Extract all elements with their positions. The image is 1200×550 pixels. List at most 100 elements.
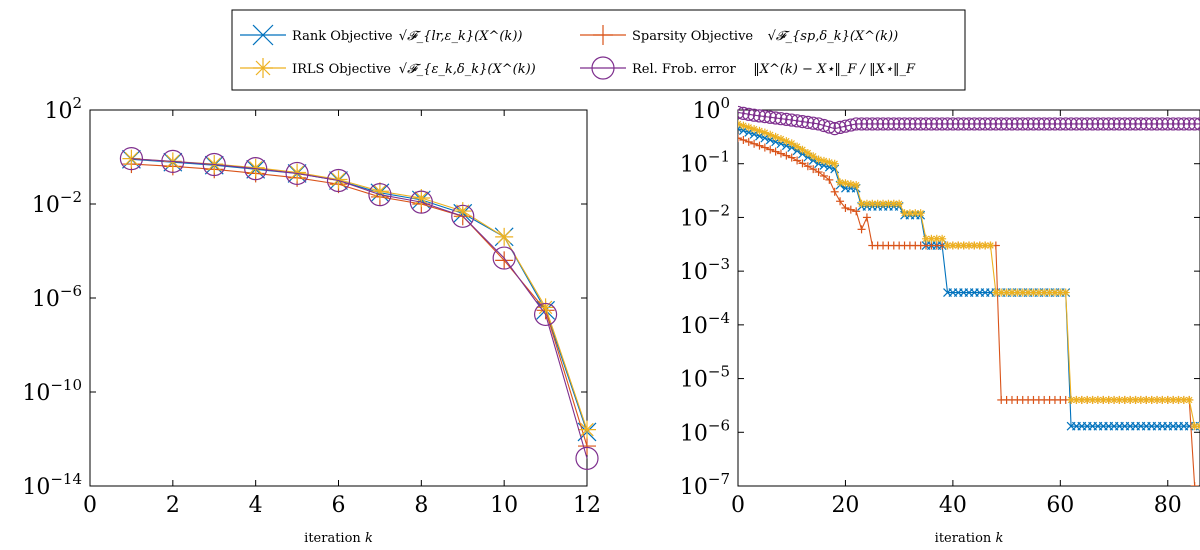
data-point: [1188, 117, 1200, 131]
x-tick-label: 60: [1046, 493, 1074, 518]
data-point: [1155, 117, 1169, 131]
data-point: [1193, 117, 1200, 131]
series-line: [131, 163, 588, 447]
data-point: [978, 117, 992, 131]
data-point: [908, 117, 922, 131]
data-point: [1196, 422, 1200, 428]
legend-label: Sparsity Objective: [632, 29, 753, 44]
data-point: [1059, 117, 1073, 131]
legend-label: IRLS Objective: [292, 62, 391, 77]
legend-math: √𝓕_{ε_k,δ_k}(X^(k)): [399, 62, 536, 77]
data-point: [1134, 117, 1148, 131]
x-tick-label: 0: [731, 493, 745, 518]
left-plot: 0 2 4 6 8 10 12 102 10−2 10−6 10−10 10−14 iteration …: [22, 94, 601, 546]
x-tick-label: 12: [573, 493, 601, 518]
marks-group: [738, 105, 1200, 486]
y-tick-label: 10−6: [32, 282, 82, 312]
legend-swatch-marker: [252, 24, 274, 46]
x-tick-label: 8: [414, 493, 428, 518]
series-line: [738, 137, 1196, 486]
data-point: [738, 120, 742, 125]
x-tick-label: 4: [249, 493, 263, 518]
legend-math: ‖X^(k) − X⋆‖_F / ‖X⋆‖_F: [753, 62, 916, 77]
x-tick-label: 20: [831, 493, 859, 518]
data-point: [962, 117, 976, 131]
data-point: [957, 117, 971, 131]
data-point: [161, 149, 185, 173]
legend-swatch-marker: [591, 56, 615, 80]
x-tick-label: 10: [490, 493, 518, 518]
x-tick-label: 0: [83, 493, 97, 518]
data-point: [935, 117, 949, 131]
data-point: [1096, 117, 1110, 131]
data-point: [806, 116, 820, 130]
data-point: [575, 446, 599, 470]
data-point: [774, 112, 788, 126]
data-point: [1053, 117, 1067, 131]
data-point: [244, 157, 268, 181]
data-point: [758, 109, 772, 124]
data-point: [924, 117, 938, 131]
data-point: [828, 122, 842, 136]
y-tick-label: 10−2: [680, 201, 730, 231]
data-point: [1128, 117, 1143, 131]
data-point: [738, 127, 743, 134]
data-point: [919, 117, 933, 131]
data-point: [946, 117, 960, 131]
data-point: [983, 117, 998, 131]
y-tick-label: 10−4: [680, 309, 730, 339]
series-line: [738, 128, 1200, 427]
legend-label: Rel. Frob. error: [632, 62, 737, 77]
data-point: [876, 117, 890, 131]
y-tick-label: 10−1: [680, 148, 730, 178]
data-point: [1112, 117, 1127, 131]
data-point: [1037, 117, 1051, 131]
data-point: [1107, 117, 1121, 131]
data-point: [1091, 117, 1105, 131]
legend-label: Rank Objective: [292, 29, 393, 44]
data-point: [1085, 117, 1100, 131]
data-point: [1080, 117, 1094, 131]
data-point: [785, 113, 799, 127]
data-point: [1005, 117, 1019, 131]
x-axis-label: iteration k: [304, 531, 373, 546]
legend-math: √𝓕_{lr,ε_k}(X^(k)): [399, 29, 523, 44]
data-point: [892, 117, 906, 131]
data-point: [1016, 117, 1030, 131]
data-point: [854, 117, 869, 131]
data-point: [871, 117, 885, 131]
data-point: [903, 117, 917, 131]
data-point: [967, 117, 981, 131]
data-point: [451, 204, 475, 228]
data-point: [844, 118, 858, 132]
data-point: [865, 117, 879, 131]
x-tick-label: 2: [166, 493, 180, 518]
data-point: [742, 107, 756, 121]
x-tick-label: 40: [939, 493, 967, 518]
data-point: [849, 117, 863, 131]
legend-box: [231, 9, 966, 91]
y-tick-label: 10−2: [32, 188, 82, 218]
data-point: [368, 183, 392, 207]
data-point: [533, 302, 558, 327]
data-point: [887, 117, 901, 131]
data-point: [860, 117, 874, 131]
data-point: [752, 109, 767, 123]
data-point: [1196, 425, 1200, 430]
data-point: [838, 119, 853, 133]
data-point: [897, 117, 912, 131]
legend: Rank Objective √𝓕_{lr,ε_k}(X^(k)) Sparsity…: [231, 9, 966, 91]
series-line: [131, 158, 588, 430]
data-point: [1042, 117, 1057, 131]
data-point: [1069, 117, 1084, 131]
data-point: [738, 105, 745, 120]
x-tick-label: 6: [332, 493, 346, 518]
data-point: [492, 246, 516, 270]
data-point: [1026, 117, 1041, 131]
data-point: [747, 108, 761, 122]
data-point: [1000, 117, 1014, 131]
y-tick-label: 10−6: [680, 416, 730, 446]
data-point: [1032, 117, 1046, 131]
data-point: [1139, 117, 1153, 131]
